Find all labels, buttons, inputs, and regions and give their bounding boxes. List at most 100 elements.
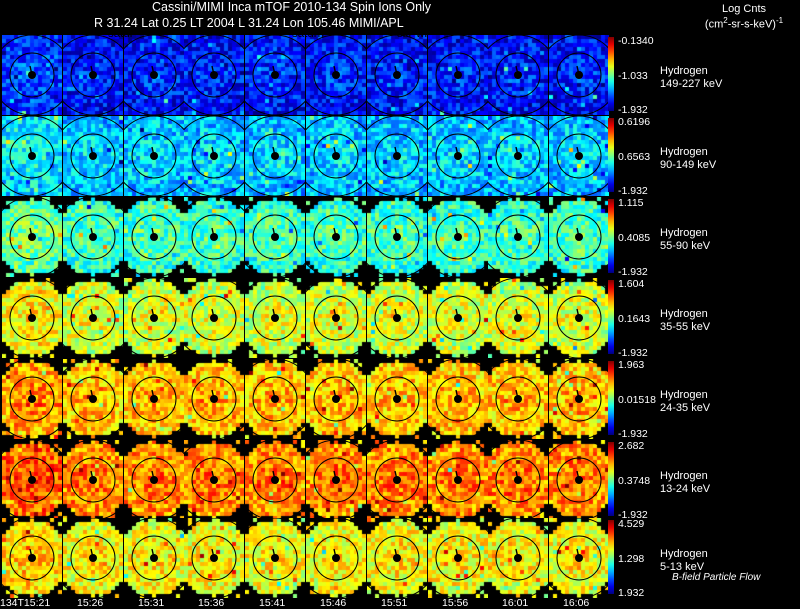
angular-grid-overlay [2,116,62,196]
particle-flow-tick [272,227,276,238]
particle-flow-tick [394,548,398,559]
angular-grid-overlay [2,359,62,439]
species-label-5: Hydrogen 13-24 keV [660,470,710,496]
particle-flow-tick [90,65,94,76]
time-label: 16:01 [502,597,529,609]
angular-grid-overlay [63,440,123,520]
inca-image-r0-c9 [549,35,609,115]
circle-30deg [252,52,298,98]
angular-grid-overlay [488,518,548,598]
particle-flow-tick [333,389,337,400]
circle-30deg [9,133,55,179]
inca-image-r6-c5 [306,518,366,598]
inca-image-r5-c2 [124,440,184,520]
particle-flow-tick [455,470,459,481]
particle-flow-tick [515,470,519,481]
time-label: 15:31 [138,597,165,609]
circle-30deg [191,295,237,341]
inca-image-r2-c7 [428,197,488,277]
angular-grid-overlay [367,278,427,358]
angular-grid-overlay [428,197,488,277]
circle-30deg [70,214,116,260]
particle-flow-tick [151,389,155,400]
species-label-3: Hydrogen 35-55 keV [660,308,710,334]
particle-flow-tick [151,308,155,319]
particle-flow-tick [333,548,337,559]
angular-grid-overlay [428,35,488,115]
inca-image-r2-c5 [306,197,366,277]
circle-30deg [131,133,177,179]
ephemeris-readout: R 31.24 Lat 0.25 LT 2004 L 31.24 Lon 105… [94,16,404,30]
colorbar-max-label: 1.115 [618,197,644,209]
inca-image-r0-c3 [184,35,244,115]
inca-image-r0-c5 [306,35,366,115]
circle-30deg [191,457,237,503]
angular-grid-overlay [549,440,609,520]
angular-grid-overlay [184,116,244,196]
inca-image-r6-c3 [184,518,244,598]
angular-grid-overlay [428,116,488,196]
angular-grid-overlay [428,518,488,598]
angular-grid-overlay [306,359,366,439]
circle-30deg [131,376,177,422]
colorbar-max-label: 0.6196 [618,116,651,128]
angular-grid-overlay [306,35,366,115]
circle-30deg [313,376,359,422]
inca-image-r3-c6 [367,278,427,358]
circle-30deg [252,214,298,260]
angular-grid-overlay [184,278,244,358]
colorbar-min-label: 1.932 [618,587,645,599]
species-name: Hydrogen [660,389,708,401]
energy-range: 35-55 keV [660,321,711,333]
angular-grid-overlay [488,197,548,277]
particle-flow-tick [394,389,398,400]
particle-flow-tick [211,548,215,559]
energy-range: 90-149 keV [660,159,717,171]
inca-image-r2-c4 [245,197,305,277]
inca-image-r6-c8 [488,518,548,598]
saturn-marker-2: saturn [292,28,324,40]
angular-grid-overlay [488,35,548,115]
species-label-6: Hydrogen 5-13 keV [660,548,708,574]
angular-grid-overlay [367,197,427,277]
circle-30deg [191,214,237,260]
colorbar-5 [608,442,614,516]
angular-grid-overlay [245,116,305,196]
circle-30deg [313,295,359,341]
angular-grid-overlay [184,518,244,598]
particle-flow-tick [29,227,33,238]
angular-grid-overlay [306,116,366,196]
colorscale-title-text: Log Cnts [721,3,767,15]
energy-range: 5-13 keV [660,561,705,573]
circle-30deg [9,535,55,581]
particle-flow-tick [333,227,337,238]
colorbar-mid-label: 0.01518 [618,394,656,406]
units-exponent-2: -1 [775,16,784,25]
angular-grid-overlay [549,278,609,358]
circle-30deg [556,214,602,260]
particle-flow-tick [394,308,398,319]
angular-grid-overlay [63,278,123,358]
circle-30deg [435,295,481,341]
species-name: Hydrogen [660,65,708,77]
colorbar-min-label: -1.932 [618,347,648,359]
particle-flow-tick [515,548,519,559]
particle-flow-tick [211,308,215,319]
particle-flow-tick [151,146,155,157]
species-label-2: Hydrogen 55-90 keV [660,227,710,253]
angular-grid-overlay [184,359,244,439]
circle-30deg [131,214,177,260]
particle-flow-tick [515,227,519,238]
inca-image-r4-c5 [306,359,366,439]
angular-grid-overlay [428,440,488,520]
circle-30deg [70,457,116,503]
angular-grid-overlay [428,359,488,439]
inca-image-r0-c0 [2,35,62,115]
circle-30deg [313,52,359,98]
circle-30deg [70,376,116,422]
angular-grid-overlay [2,440,62,520]
circle-30deg [495,376,541,422]
angular-grid-overlay [245,35,305,115]
particle-flow-tick [333,308,337,319]
particle-flow-tick [211,146,215,157]
